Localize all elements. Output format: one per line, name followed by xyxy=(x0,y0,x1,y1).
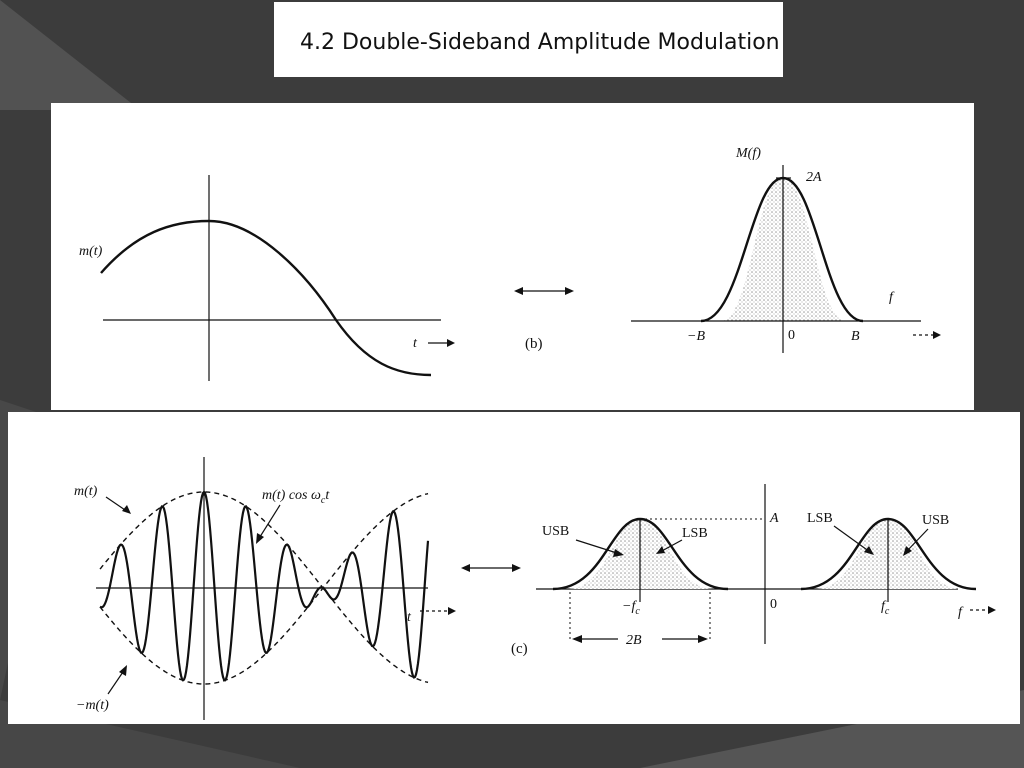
c-envelope-pointer-head xyxy=(122,505,131,514)
c-usb-right-label: USB xyxy=(922,513,949,528)
c-lsb-right-pointer-head xyxy=(864,546,874,555)
b-time-arrow-head xyxy=(447,339,455,347)
c-freq-label: f xyxy=(958,605,964,620)
c-envelope-label: m(t) xyxy=(74,484,98,499)
c-lsb-right-label: LSB xyxy=(807,511,833,526)
c-modulated-carrier xyxy=(99,490,430,682)
c-bandwidth-label: 2B xyxy=(626,633,642,648)
c-carrier-pointer xyxy=(257,504,281,541)
title-box: 4.2 Double-Sideband Amplitude Modulation xyxy=(274,2,783,77)
b-spectrum-label: M(f) xyxy=(735,146,761,161)
b-freq-arrow-head xyxy=(933,331,941,339)
panel-b-diagram: m(t) t (b) M(f) 2A f −B 0 B xyxy=(79,146,941,381)
c-neg-envelope-pointer-head xyxy=(119,665,127,676)
b-time-label: t xyxy=(413,336,418,351)
c-lsb-left-pointer-head xyxy=(656,546,665,554)
b-message-signal-curve xyxy=(100,219,432,377)
c-carrier-pointer-head xyxy=(256,533,264,544)
c-usb-left-pointer-head xyxy=(613,549,624,557)
c-usb-left-label: USB xyxy=(542,524,569,539)
c-carrier-label: m(t) cos ωct xyxy=(262,488,330,506)
c-lsb-left-label: LSB xyxy=(682,526,708,541)
c-time-label: t xyxy=(407,610,412,625)
c-usb-right-pointer-head xyxy=(903,546,912,556)
b-transform-arrow-right xyxy=(565,287,574,295)
c-tick-neg-fc: −fc xyxy=(622,599,640,617)
b-peak-label: 2A xyxy=(806,170,822,185)
c-transform-arrow-right xyxy=(512,564,521,572)
c-tick-fc: fc xyxy=(881,599,890,617)
c-usb-right-pointer xyxy=(905,528,929,553)
c-envelope-upper xyxy=(99,491,429,684)
c-envelope-lower xyxy=(99,492,429,685)
c-amp-label: A xyxy=(769,511,779,526)
b-tick-b: B xyxy=(851,329,860,344)
c-bandwidth-arrow-right-head xyxy=(698,635,708,643)
c-neg-envelope-label: −m(t) xyxy=(76,698,109,713)
panel-c-diagram: m(t) m(t) cos ωct −m(t) t (c) A USB xyxy=(74,457,996,720)
panel-c-dsb: m(t) m(t) cos ωct −m(t) t (c) A USB xyxy=(8,412,1020,724)
slide-title: 4.2 Double-Sideband Amplitude Modulation xyxy=(300,30,780,55)
c-bandwidth-arrow-left-head xyxy=(572,635,582,643)
b-freq-label: f xyxy=(889,290,895,305)
c-transform-label: (c) xyxy=(511,641,528,657)
c-tick-zero: 0 xyxy=(770,597,777,612)
c-freq-arrow-head xyxy=(988,606,996,614)
panel-b-baseband: m(t) t (b) M(f) 2A f −B 0 B xyxy=(51,103,974,410)
b-tick-neg-b: −B xyxy=(687,329,705,344)
c-transform-arrow-left xyxy=(461,564,470,572)
b-transform-label: (b) xyxy=(525,336,543,352)
bg-wedge-top-left xyxy=(0,0,140,110)
b-transform-arrow-left xyxy=(514,287,523,295)
b-tick-zero: 0 xyxy=(788,328,795,343)
c-lsb-right-pointer xyxy=(833,525,871,553)
c-time-arrow-head xyxy=(448,607,456,615)
b-signal-label: m(t) xyxy=(79,244,103,259)
c-usb-left-pointer xyxy=(575,539,621,555)
